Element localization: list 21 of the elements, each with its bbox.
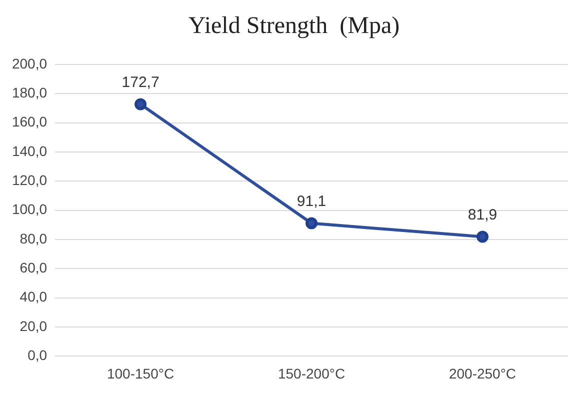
point [476, 230, 489, 243]
data-label: 81,9 [468, 206, 498, 224]
y-tick-label: 0,0 [28, 347, 48, 364]
y-tick-label: 40,0 [20, 288, 48, 305]
y-tick-label: 80,0 [20, 230, 48, 246]
data-label: 172,7 [122, 74, 160, 91]
y-tick-label: 200,0 [12, 55, 48, 72]
y-tick-label: 160,0 [12, 114, 48, 130]
point [306, 217, 318, 230]
y-tick-label: 140,0 [12, 142, 48, 159]
y-tick-label: 60,0 [20, 260, 48, 276]
point [134, 98, 147, 110]
chart-title: Yield Strength (Mpa) [187, 12, 401, 41]
data-label: 91,1 [296, 192, 326, 210]
x-tick-label: 100-150°C [106, 365, 174, 382]
y-tick-label: 120,0 [12, 172, 48, 188]
x-tick-label: 200-250°C [448, 365, 516, 382]
y-tick-label: 20,0 [20, 318, 48, 334]
x-tick-label: 150-200°C [278, 365, 346, 382]
y-tick-label: 100,0 [12, 201, 48, 218]
y-tick-label: 180,0 [12, 84, 48, 100]
